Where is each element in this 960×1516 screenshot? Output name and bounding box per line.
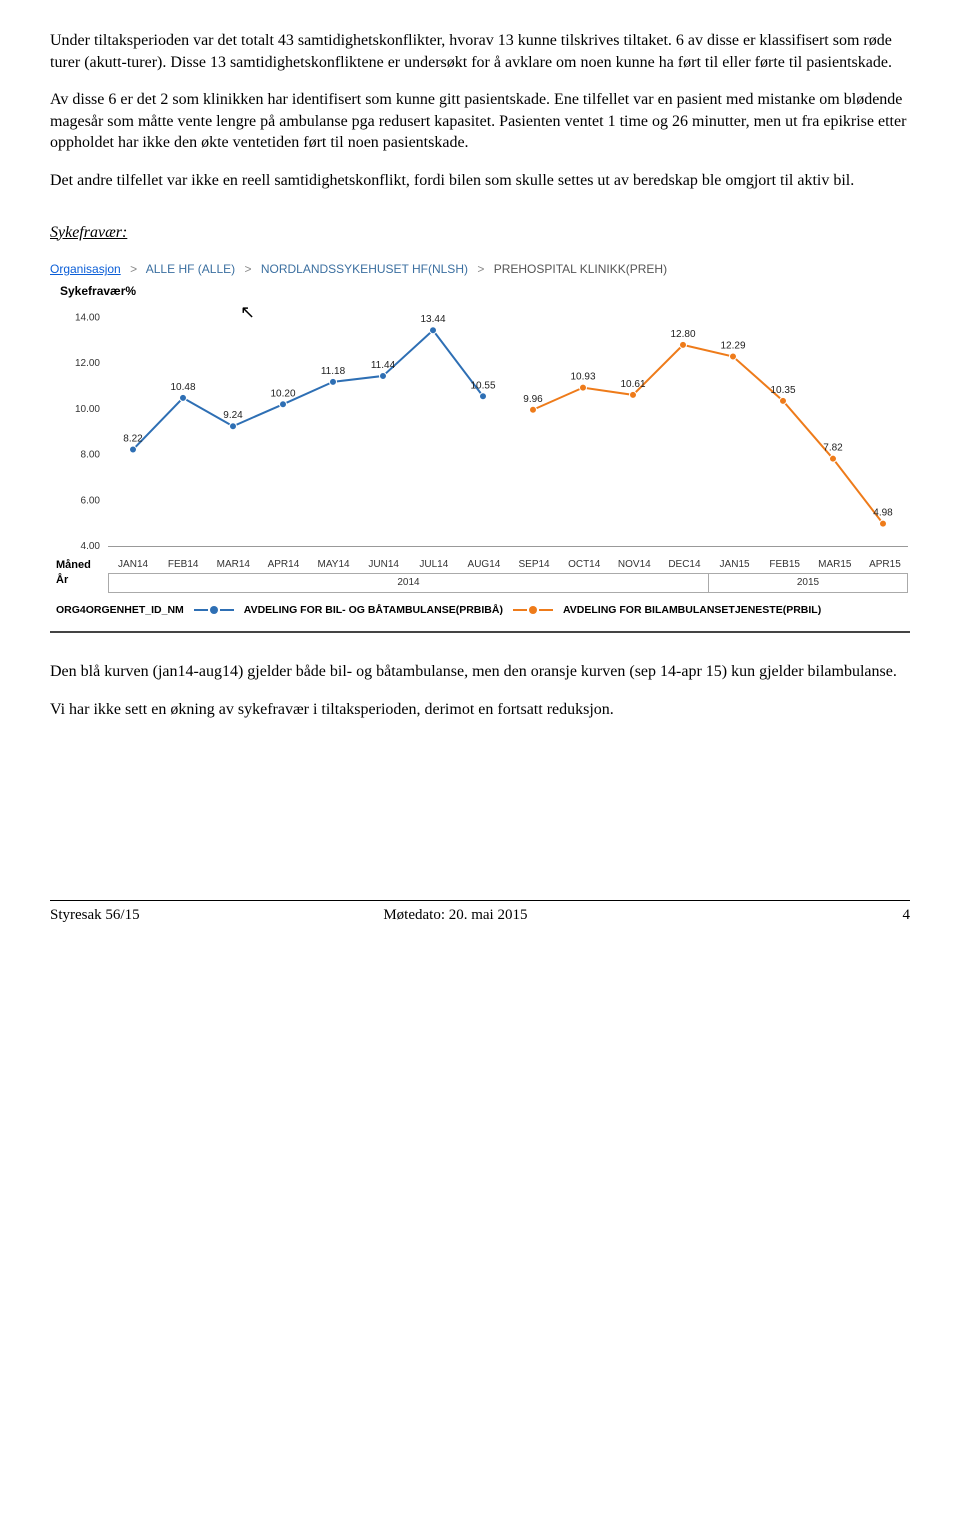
breadcrumb-level-1[interactable]: ALLE HF (ALLE) [146,262,235,276]
svg-text:9.96: 9.96 [523,393,543,404]
year-span: 2014 [108,573,708,593]
svg-text:10.55: 10.55 [470,380,495,391]
svg-text:10.61: 10.61 [620,378,645,389]
svg-text:7.82: 7.82 [823,442,843,453]
breadcrumb-level-2[interactable]: NORDLANDSSYKEHUSET HF(NLSH) [261,262,468,276]
sykefravaer-line-chart: 4.00 6.00 8.00 10.00 12.00 14.00 8.22 10.48 9.24… [50,302,910,552]
svg-text:12.80: 12.80 [670,328,695,339]
chevron-right-icon: > [244,262,251,276]
svg-text:14.00: 14.00 [75,312,100,323]
chart-y-axis-title: Sykefravær% [60,283,910,299]
svg-text:11.44: 11.44 [371,359,396,370]
month-tick: MAR15 [810,558,860,572]
month-tick: AUG14 [459,558,509,572]
svg-text:10.48: 10.48 [170,381,195,392]
paragraph-2: Av disse 6 er det 2 som klinikken har id… [50,89,910,154]
page-footer: Styresak 56/15 Møtedato: 20. mai 2015 4 [50,900,910,925]
chart-legend: ORG4ORGENHET_ID_NM AVDELING FOR BIL- OG … [50,603,910,617]
month-tick: JUN14 [359,558,409,572]
svg-text:9.24: 9.24 [223,410,243,421]
breadcrumb-root[interactable]: Organisasjon [50,262,121,276]
legend-header: ORG4ORGENHET_ID_NM [56,603,184,617]
chart-bottom-divider [50,631,910,633]
month-tick: SEP14 [509,558,559,572]
svg-text:10.35: 10.35 [770,384,795,395]
svg-text:10.20: 10.20 [270,388,295,399]
month-tick: MAR14 [208,558,258,572]
month-tick: OCT14 [559,558,609,572]
month-tick: JAN15 [710,558,760,572]
paragraph-1: Under tiltaksperioden var det totalt 43 … [50,30,910,73]
month-tick: JUL14 [409,558,459,572]
svg-text:13.44: 13.44 [420,314,445,325]
paragraph-4: Den blå kurven (jan14-aug14) gjelder båd… [50,661,910,683]
legend-label-series-a: AVDELING FOR BIL- OG BÅTAMBULANSE(PRBIBÅ… [244,603,503,617]
svg-text:10.93: 10.93 [570,371,595,382]
year-span: 2015 [708,573,908,593]
chevron-right-icon: > [130,262,137,276]
paragraph-5: Vi har ikke sett en økning av sykefravær… [50,699,910,721]
svg-text:12.00: 12.00 [75,358,100,369]
axis-label-year: År [50,573,108,593]
svg-text:6.00: 6.00 [81,495,101,506]
svg-text:4.00: 4.00 [81,541,101,552]
breadcrumb-level-3: PREHOSPITAL KLINIKK(PREH) [494,262,667,276]
month-tick: MAY14 [309,558,359,572]
month-tick: JAN14 [108,558,158,572]
legend-label-series-b: AVDELING FOR BILAMBULANSETJENESTE(PRBIL) [563,603,821,617]
footer-case-number: Styresak 56/15 [50,905,293,925]
chevron-right-icon: > [477,262,484,276]
svg-text:10.00: 10.00 [75,403,100,414]
month-tick: FEB15 [760,558,810,572]
svg-text:4.98: 4.98 [873,507,893,518]
svg-text:8.00: 8.00 [81,449,101,460]
footer-page-number: 4 [870,905,910,925]
svg-text:8.22: 8.22 [123,433,143,444]
section-sykefravaer-heading: Sykefravær: [50,222,910,244]
legend-swatch-series-a [194,606,234,614]
paragraph-3: Det andre tilfellet var ikke en reell sa… [50,170,910,192]
breadcrumb: Organisasjon > ALLE HF (ALLE) > NORDLAND… [50,261,910,277]
svg-text:12.29: 12.29 [720,340,745,351]
month-tick: APR15 [860,558,910,572]
footer-meeting-date: Møtedato: 20. mai 2015 [293,905,870,925]
month-tick: FEB14 [158,558,208,572]
month-tick: APR14 [258,558,308,572]
month-tick: DEC14 [659,558,709,572]
chart-year-axis: År 20142015 [50,573,910,593]
axis-label-month: Måned [50,558,108,573]
svg-text:11.18: 11.18 [321,365,346,376]
legend-swatch-series-b [513,606,553,614]
chart-month-axis: Måned JAN14FEB14MAR14APR14MAY14JUN14JUL1… [50,558,910,573]
month-tick: NOV14 [609,558,659,572]
